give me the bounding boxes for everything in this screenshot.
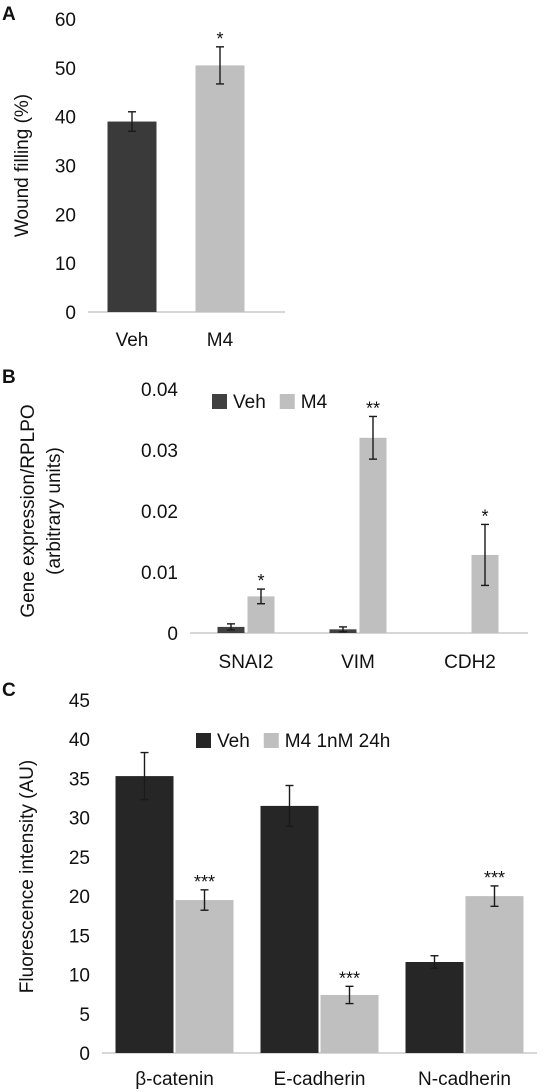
category-label: VIM [341, 652, 375, 673]
y-tick-label: 25 [69, 848, 90, 869]
y-tick-label: 35 [69, 769, 90, 790]
category-label: N-cadherin [418, 1069, 511, 1090]
category-label: CDH2 [444, 652, 496, 673]
y-tick-label: 0.01 [141, 563, 178, 584]
y-tick-label: 5 [79, 1005, 90, 1026]
category-label: E-cadherin [274, 1069, 366, 1090]
bar [107, 121, 157, 312]
significance-marker: * [481, 506, 488, 526]
y-tick-label: 50 [55, 59, 76, 80]
y-axis-label: Fluorescence intensity (AU) [17, 760, 38, 993]
chart-panel-a: 0 10 20 30 40 50 60 Wound filling (%) Veh M4 * [12, 10, 285, 351]
chart-panel-b: 0 0.01 0.02 0.03 0.04 Gene expression/RPLPO (a… [18, 380, 528, 673]
y-tick-label: 45 [69, 691, 90, 712]
y-tick-label: 0.02 [141, 502, 178, 523]
y-axis-label: Gene expression/RPLPO [18, 404, 39, 617]
legend-label: M4 1nM 24h [285, 731, 391, 752]
panel-label-c: C [2, 680, 16, 701]
y-tick-label: 0 [65, 303, 76, 324]
y-tick-label: 40 [55, 108, 76, 129]
panel-label-b: B [2, 367, 16, 388]
y-axis-label: (arbitrary units) [44, 447, 65, 575]
category-label: M4 [207, 330, 234, 351]
legend-swatch [196, 733, 211, 748]
bar [115, 776, 174, 1053]
significance-marker: * [216, 29, 223, 49]
y-tick-label: 10 [69, 966, 90, 987]
bar [465, 896, 524, 1053]
legend-swatch [212, 394, 227, 409]
bar [405, 962, 464, 1053]
y-tick-label: 20 [69, 887, 90, 908]
y-tick-label: 30 [55, 157, 76, 178]
legend-label: M4 [301, 392, 328, 413]
category-label: Veh [116, 330, 149, 351]
bar [260, 805, 319, 1053]
y-tick-label: 0.04 [141, 380, 178, 401]
legend-label: Veh [233, 392, 266, 413]
significance-marker: *** [484, 868, 505, 888]
bar [320, 994, 379, 1053]
bar [359, 437, 387, 633]
panel-label-a: A [2, 4, 16, 25]
y-axis-label: Wound filling (%) [12, 94, 33, 237]
bar [195, 65, 245, 313]
y-tick-label: 10 [55, 254, 76, 275]
y-tick-label: 0.03 [141, 441, 178, 462]
significance-marker: *** [339, 968, 360, 988]
legend-swatch [279, 394, 295, 409]
y-tick-label: 60 [55, 10, 76, 31]
y-tick-label: 0 [79, 1044, 90, 1065]
chart-panel-c: 0 5 10 15 20 25 30 35 40 45 Fluorescence intensity… [17, 691, 537, 1090]
bar [175, 900, 234, 1053]
significance-marker: ** [366, 398, 380, 418]
y-tick-label: 15 [69, 926, 90, 947]
y-tick-label: 30 [69, 809, 90, 830]
y-tick-label: 40 [69, 730, 90, 751]
category-label: β-catenin [135, 1069, 214, 1090]
significance-marker: * [257, 571, 264, 591]
category-label: SNAI2 [219, 652, 274, 673]
y-tick-label: 0 [167, 624, 178, 645]
y-tick-label: 20 [55, 205, 76, 226]
legend-label: Veh [217, 731, 250, 752]
significance-marker: *** [194, 872, 215, 892]
legend-swatch [263, 733, 279, 748]
